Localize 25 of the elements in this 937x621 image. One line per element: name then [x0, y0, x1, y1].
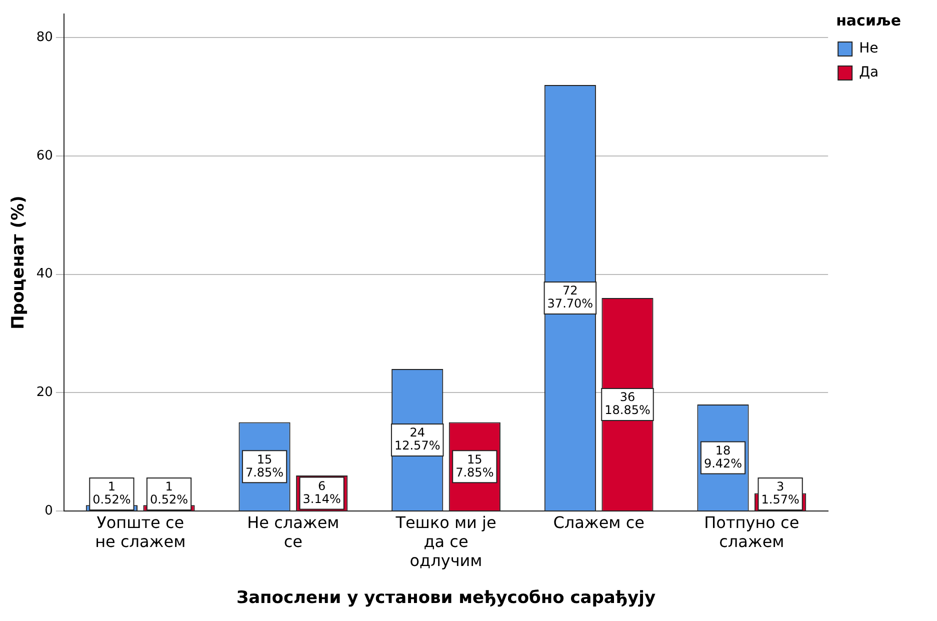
data-label: 3 1.57%	[761, 480, 800, 507]
data-label: 15 7.85%	[245, 452, 284, 480]
x-tick-label: Не слажем се	[247, 512, 340, 551]
y-tick-label: 0	[44, 503, 53, 518]
legend-title: насиље	[836, 11, 902, 30]
data-label: 1 0.52%	[150, 480, 188, 507]
x-tick-label: Уопште се не слажем	[95, 512, 186, 551]
x-tick-label: Потпуно се слажем	[704, 512, 800, 551]
data-label: 1 0.52%	[92, 480, 131, 507]
x-tick-label: Тешко ми је да се одлучим	[394, 512, 496, 570]
y-axis-title: Проценат (%)	[8, 196, 29, 330]
data-label: 36 18.85%	[604, 390, 650, 418]
data-label: 24 12.57%	[394, 426, 440, 453]
data-label: 15 7.85%	[456, 452, 494, 480]
data-label: 72 37.70%	[547, 284, 594, 311]
x-tick-label: Слажем се	[553, 512, 644, 532]
y-tick-label: 20	[36, 385, 53, 400]
legend-label: Не	[859, 40, 878, 57]
x-axis-title: Запослени у установи међусобно сарађују	[236, 588, 656, 608]
y-tick-label: 60	[36, 148, 53, 164]
data-label: 18 9.42%	[704, 443, 742, 470]
y-tick-label: 40	[36, 266, 53, 282]
y-tick-label: 80	[36, 30, 53, 46]
legend-label: Да	[859, 64, 879, 81]
data-label: 6 3.14%	[302, 478, 341, 506]
